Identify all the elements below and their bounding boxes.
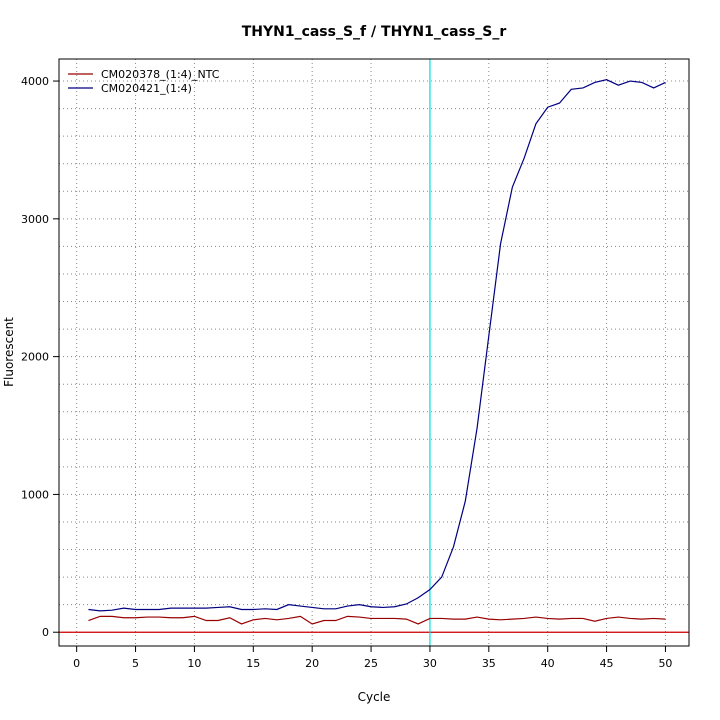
- chart-title: THYN1_cass_S_f / THYN1_cass_S_r: [242, 24, 507, 40]
- x-tick-label-8: 40: [541, 657, 555, 670]
- reference-lines: [59, 59, 689, 646]
- series-layer: [88, 79, 666, 625]
- y-axis-label: Fluorescent: [2, 317, 16, 387]
- x-tick-label-5: 25: [364, 657, 378, 670]
- y-axis: 0 1000 2000 3000 4000: [21, 75, 59, 639]
- plot-frame: [58, 58, 690, 647]
- y-tick-label-1: 1000: [21, 488, 49, 501]
- x-tick-label-3: 15: [246, 657, 260, 670]
- y-tick-label-4: 4000: [21, 75, 49, 88]
- x-axis: 0 5 10 15 20 25 30 35 40 45 50: [73, 646, 672, 670]
- y-tick-label-2: 2000: [21, 351, 49, 364]
- series-line-1: [88, 79, 666, 612]
- x-tick-label-9: 45: [600, 657, 614, 670]
- x-tick-label-2: 10: [187, 657, 201, 670]
- x-axis-label: Cycle: [358, 690, 391, 704]
- y-tick-label-3: 3000: [21, 213, 49, 226]
- x-tick-label-7: 35: [482, 657, 496, 670]
- x-tick-label-1: 5: [132, 657, 139, 670]
- grid-lines: [59, 59, 689, 646]
- series-line-0: [88, 615, 666, 625]
- legend-label-1: CM020421_(1:4): [101, 82, 192, 95]
- y-tick-label-0: 0: [42, 626, 49, 639]
- x-tick-label-0: 0: [73, 657, 80, 670]
- x-tick-label-10: 50: [658, 657, 672, 670]
- x-tick-label-4: 20: [305, 657, 319, 670]
- x-tick-label-6: 30: [423, 657, 437, 670]
- legend-label-0: CM020378_(1:4)_NTC: [101, 68, 220, 81]
